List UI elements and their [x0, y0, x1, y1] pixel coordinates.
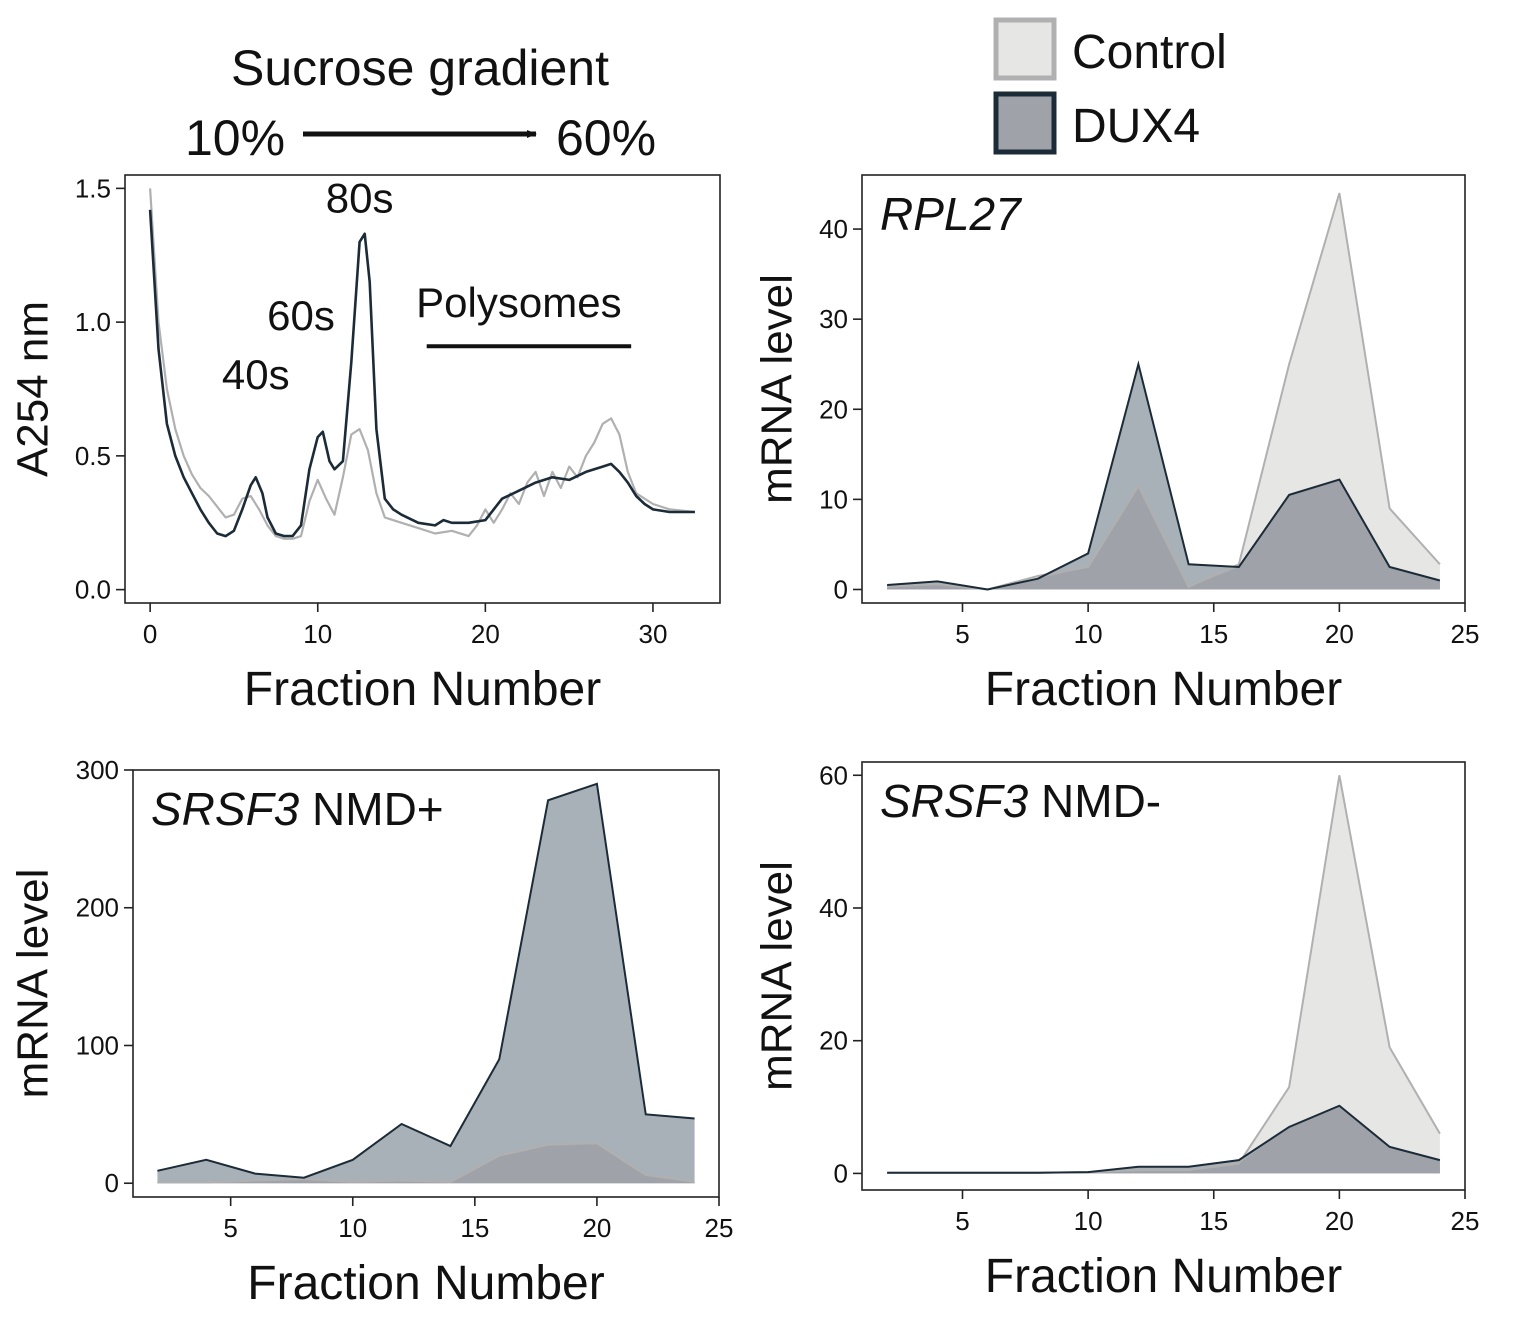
- x-tick-label: 25: [1451, 1206, 1480, 1236]
- y-tick-label: 0: [105, 1168, 119, 1198]
- line-dux4: [157, 782, 695, 1179]
- x-tick-label: 10: [303, 619, 332, 649]
- x-tick-label: 15: [460, 1213, 489, 1243]
- panel-srsf3_nmd_minus: SRSF3 NMD- 0 20 40 60 5 10 15 20 25 Fraction Numbe…: [753, 760, 1480, 1303]
- legend-label-control: Control: [1072, 26, 1227, 79]
- x-tick-label: 20: [471, 619, 500, 649]
- annotation-60s: 60s: [267, 292, 335, 339]
- plot-area-srsf3_nmd_minus: [887, 775, 1441, 1174]
- x-axis-label: Fraction Number: [247, 1257, 604, 1310]
- y-axis-label: mRNA level: [753, 861, 802, 1091]
- y-tick-label: 40: [819, 893, 848, 923]
- panel-title-suffix: NMD-: [1028, 775, 1161, 827]
- y-tick-label: 0: [834, 1158, 848, 1188]
- plot-frame: [132, 769, 720, 1198]
- x-tick-label: 10: [1074, 619, 1103, 649]
- area-overlap: [157, 1143, 695, 1184]
- y-tick-label: 20: [819, 1026, 848, 1056]
- legend-swatch-dux4: [993, 91, 1057, 155]
- x-tick-label: 15: [1199, 1206, 1228, 1236]
- x-tick-label: 20: [1325, 619, 1354, 649]
- y-tick-label: 20: [819, 394, 848, 424]
- panel-title: SRSF3 NMD+: [151, 783, 444, 835]
- y-tick-label: 40: [819, 214, 848, 244]
- legend-swatch-control: [993, 17, 1057, 81]
- y-tick-label: 60: [819, 760, 848, 790]
- gradient-start-label: 10%: [185, 110, 285, 166]
- line-control: [149, 188, 696, 540]
- panel-srsf3_nmd_plus: SRSF3 NMD+ 0 100 200 300 5 10 15 20 25 Fraction Nu…: [9, 755, 734, 1310]
- gradient-title: Sucrose gradient: [231, 40, 609, 96]
- y-tick-label: 30: [819, 304, 848, 334]
- x-tick-label: 20: [1325, 1206, 1354, 1236]
- annotation-80s: 80s: [326, 174, 394, 221]
- plot-frame: [861, 174, 1466, 604]
- x-tick-label: 25: [1451, 619, 1480, 649]
- x-axis-label: Fraction Number: [985, 663, 1342, 716]
- y-tick-label: 100: [76, 1030, 119, 1060]
- panel-title-gene: SRSF3: [880, 775, 1029, 827]
- plot-area-profile: [148, 188, 696, 540]
- gradient-header: Sucrose gradient 10% 60%: [185, 40, 656, 166]
- y-axis-label: mRNA level: [9, 869, 58, 1099]
- line-control: [157, 1142, 695, 1184]
- plot-area-srsf3_nmd_plus: [157, 782, 695, 1184]
- x-tick-label: 15: [1199, 619, 1228, 649]
- area-control: [887, 775, 1440, 1174]
- panel-title: SRSF3 NMD-: [880, 775, 1161, 827]
- legend: Control DUX4: [993, 17, 1227, 155]
- annotation-40s: 40s: [222, 351, 290, 398]
- y-axis-label: A254 nm: [9, 301, 58, 477]
- y-tick-label: 10: [819, 484, 848, 514]
- x-tick-label: 20: [582, 1213, 611, 1243]
- y-tick-label: 1.5: [75, 173, 111, 203]
- x-tick-label: 10: [338, 1213, 367, 1243]
- y-tick-label: 300: [76, 755, 119, 785]
- legend-label-dux4: DUX4: [1072, 100, 1200, 153]
- area-overlap: [887, 479, 1440, 590]
- x-tick-label: 10: [1074, 1206, 1103, 1236]
- panel-rpl27: RPL27 0 10 20 30 40 5 10 15 20 25 Fraction Number mR…: [753, 174, 1480, 716]
- y-axis-label: mRNA level: [753, 274, 802, 504]
- line-dux4: [887, 1104, 1441, 1174]
- gradient-end-label: 60%: [556, 110, 656, 166]
- x-tick-label: 0: [143, 619, 157, 649]
- x-tick-label: 25: [705, 1213, 734, 1243]
- panel-title-gene: RPL27: [880, 188, 1022, 240]
- y-tick-label: 0.5: [75, 441, 111, 471]
- x-tick-label: 5: [955, 619, 969, 649]
- line-dux4: [887, 360, 1441, 591]
- x-axis-label: Fraction Number: [244, 663, 601, 716]
- plot-frame: [861, 761, 1466, 1191]
- plot-frame: [124, 174, 721, 604]
- x-axis-label: Fraction Number: [985, 1250, 1342, 1303]
- area-dux4: [157, 783, 695, 1184]
- y-tick-label: 1.0: [75, 307, 111, 337]
- panel-title-suffix: NMD+: [299, 783, 443, 835]
- annotation-polysomes: Polysomes: [416, 279, 621, 326]
- panel-title-gene: SRSF3: [151, 783, 300, 835]
- y-tick-label: 0.0: [75, 575, 111, 605]
- y-tick-label: 0: [834, 574, 848, 604]
- y-tick-label: 200: [76, 893, 119, 923]
- x-tick-label: 5: [223, 1213, 237, 1243]
- chart-panels: 40s 60s 80s Polysomes 0.0 0.5 1.0 1.5 0 10 20 30 Fra…: [9, 173, 1480, 1310]
- plot-area-rpl27: [887, 192, 1441, 591]
- x-tick-label: 30: [638, 619, 667, 649]
- panel-profile: 40s 60s 80s Polysomes 0.0 0.5 1.0 1.5 0 10 20 30 Fra…: [9, 173, 721, 716]
- x-tick-label: 5: [955, 1206, 969, 1236]
- line-dux4: [148, 209, 695, 538]
- panel-title: RPL27: [880, 188, 1022, 240]
